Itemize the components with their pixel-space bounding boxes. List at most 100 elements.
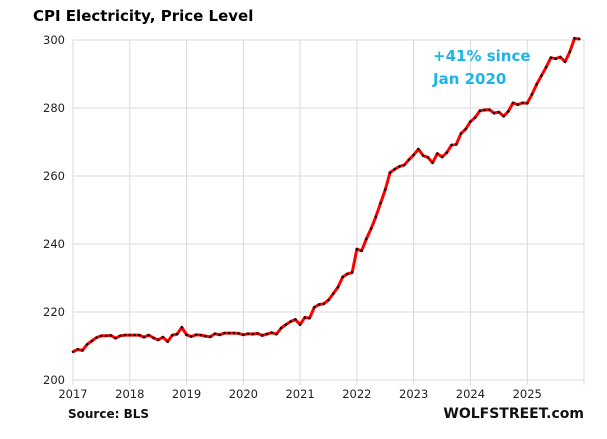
data-point xyxy=(242,333,245,337)
data-point xyxy=(104,334,108,338)
x-tick-label: 2019 xyxy=(172,387,201,401)
chart-title: CPI Electricity, Price Level xyxy=(33,7,253,25)
data-point xyxy=(331,292,335,295)
data-point xyxy=(577,37,581,41)
data-point xyxy=(511,101,515,105)
x-tick-label: 2020 xyxy=(229,387,258,401)
data-point xyxy=(199,333,203,337)
data-point xyxy=(90,339,94,343)
data-point xyxy=(464,127,468,131)
data-point xyxy=(81,349,84,352)
data-point xyxy=(213,332,217,336)
data-point xyxy=(246,332,250,336)
data-point xyxy=(483,108,486,112)
data-point xyxy=(559,55,562,59)
y-tick-label: 260 xyxy=(43,169,65,183)
data-point xyxy=(218,333,221,337)
data-point xyxy=(171,333,174,337)
data-point xyxy=(232,331,236,335)
data-point xyxy=(502,114,505,118)
data-point xyxy=(279,326,283,330)
data-point xyxy=(275,332,278,336)
data-point xyxy=(568,50,572,54)
data-point xyxy=(194,333,198,337)
data-point xyxy=(71,350,75,354)
data-point xyxy=(436,152,439,155)
data-point xyxy=(426,156,430,159)
data-point xyxy=(440,155,444,159)
data-point xyxy=(317,303,321,306)
data-point xyxy=(492,111,496,115)
data-point xyxy=(123,333,127,337)
y-axis-ticks: 200 220 240 260 280 300 xyxy=(43,33,65,387)
data-point xyxy=(152,336,155,340)
data-point xyxy=(95,336,98,339)
data-point xyxy=(336,285,340,289)
data-point xyxy=(459,132,463,135)
data-point xyxy=(298,323,302,326)
data-point xyxy=(383,188,387,191)
data-point xyxy=(544,65,548,69)
data-point xyxy=(180,326,184,329)
source-label: Source: BLS xyxy=(68,407,149,421)
data-point xyxy=(265,332,269,336)
y-tick-label: 280 xyxy=(43,101,65,115)
x-axis-ticks: 2017 2018 2019 2020 2021 2022 2023 2024 2025 xyxy=(58,387,542,401)
data-point xyxy=(175,332,179,336)
data-point xyxy=(76,348,80,351)
data-point xyxy=(322,302,326,306)
data-point xyxy=(303,316,307,319)
data-point xyxy=(327,298,330,302)
data-point xyxy=(540,74,543,77)
data-point xyxy=(166,340,169,343)
x-tick-label: 2018 xyxy=(115,387,144,401)
data-point xyxy=(535,82,538,86)
data-point xyxy=(473,116,477,119)
series-cpi-electricity xyxy=(71,36,581,354)
data-point xyxy=(402,163,406,167)
data-point xyxy=(100,334,103,338)
data-point xyxy=(454,143,458,146)
data-point xyxy=(554,57,557,60)
data-point xyxy=(407,158,411,161)
data-point xyxy=(417,147,420,151)
x-tick-label: 2024 xyxy=(456,387,485,401)
data-point xyxy=(147,333,151,337)
annotation-line-1: +41% since xyxy=(433,47,531,65)
y-tick-label: 220 xyxy=(43,305,65,319)
data-point xyxy=(161,335,165,339)
data-point xyxy=(393,167,397,171)
data-point xyxy=(119,334,122,338)
data-point xyxy=(516,103,520,106)
data-point xyxy=(360,249,363,253)
data-point xyxy=(412,153,415,157)
data-point xyxy=(185,333,188,337)
data-point xyxy=(251,332,255,336)
data-point xyxy=(374,215,378,219)
data-point xyxy=(530,93,534,96)
data-point xyxy=(204,334,207,338)
x-tick-label: 2022 xyxy=(342,387,371,401)
data-point xyxy=(369,227,373,230)
y-tick-label: 300 xyxy=(43,33,65,47)
data-point xyxy=(137,333,141,337)
data-point xyxy=(350,271,354,274)
data-point xyxy=(488,108,491,111)
grid xyxy=(72,39,585,385)
data-point xyxy=(506,110,510,113)
data-point xyxy=(284,323,288,326)
data-point xyxy=(478,109,482,113)
data-point xyxy=(189,335,193,338)
x-tick-label: 2017 xyxy=(58,387,87,401)
data-point xyxy=(355,247,359,251)
x-tick-label: 2023 xyxy=(399,387,428,401)
brand-label: WOLFSTREET.com xyxy=(443,406,584,422)
data-point xyxy=(289,320,292,323)
x-tick-label: 2025 xyxy=(513,387,542,401)
data-point xyxy=(421,154,425,157)
data-point xyxy=(313,305,316,309)
data-point xyxy=(270,331,274,335)
data-point xyxy=(549,56,553,59)
annotation-line-2: Jan 2020 xyxy=(432,70,506,88)
data-point xyxy=(128,333,132,337)
